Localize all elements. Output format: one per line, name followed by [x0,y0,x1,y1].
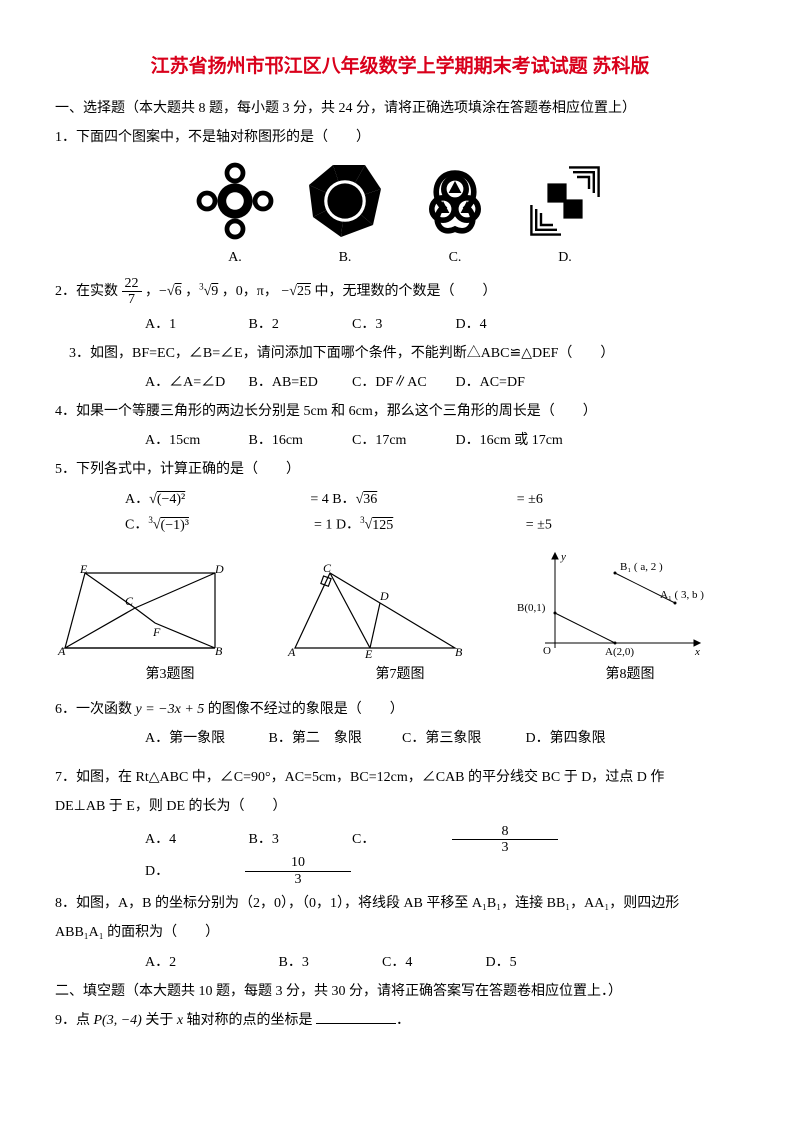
q2-options: A．1 B．2 C．3 D．4 [55,312,745,337]
section-1-header: 一、选择题（本大题共 8 题，每小题 3 分，共 24 分，请将正确选项填涂在答… [55,96,745,121]
q4-stem: 4．如果一个等腰三角形的两边长分别是 5cm 和 6cm，那么这个三角形的周长是… [55,399,745,424]
q2-sqrt6: −√6 [159,284,182,299]
svg-text:C: C [323,563,332,575]
q1-icon-a [195,161,275,241]
q7-line1: 7．如图，在 Rt△ABC 中，∠C=90°，AC=5cm，BC=12cm，∠C… [55,765,745,790]
q4-opt-d: D．16cm 或 17cm [456,428,563,453]
q3-opt-c: C．DF∥AC [352,370,452,395]
q8-opt-c: C．4 [382,950,482,975]
svg-text:x: x [694,646,700,658]
svg-text:E: E [364,647,373,658]
svg-text:B₁ ( a, 2 ): B₁ ( a, 2 ) [620,561,663,573]
q6-options: A．第一象限 B．第二 象限 C．第三象限 D．第四象限 [55,726,745,751]
q7-opt-b: B．3 [249,827,349,852]
q8-opt-d: D．5 [486,950,586,975]
q5-options: A．√(−4)² = 4 B．√36 = ±6 C．3√(−1)³ = 1 D．… [55,487,745,538]
svg-text:E: E [79,563,88,576]
q5-stem: 5．下列各式中，计算正确的是（ ） [55,457,745,482]
q2-stem: 2．在实数 227 ，−√6 ，3√9 ，0，π， −√25 中，无理数的个数是… [55,276,745,308]
q1-label-d: D. [525,245,605,270]
q8-opt-b: B．3 [279,950,379,975]
svg-text:C: C [125,594,134,608]
q3-stem: 3．如图，BF=EC，∠B=∠E，请问添加下面哪个条件，不能判断△ABC≌△DE… [55,341,745,366]
figure-row: E D C F A B 第3题图 C D A E B 第7题图 [55,548,745,687]
fig8-svg: B₁ ( a, 2 ) B(0,1) A₁ ( 3, b ) A(2,0) O … [515,548,705,658]
svg-text:D: D [214,563,224,576]
q5-opt-b: B．√36 = ±6 [332,487,543,512]
q6-opt-a: A．第一象限 [145,726,265,751]
fig7-svg: C D A E B [285,563,465,658]
q9-blank[interactable] [316,1023,396,1024]
svg-text:A: A [287,645,296,658]
svg-text:A(2,0): A(2,0) [605,646,634,658]
q2-frac-icon: 227 [122,276,142,308]
fig7-label: 第7题图 [285,662,515,687]
svg-text:D: D [379,589,389,603]
q8-line1: 8．如图，A，B 的坐标分别为（2，0），（0，1），将线段 AB 平移至 A₁… [55,891,745,916]
q2-sqrt25: −√25 [281,284,311,299]
q2-prefix: 2．在实数 [55,284,122,299]
svg-text:F: F [152,625,161,639]
fig8-label: 第8题图 [515,662,745,687]
svg-text:O: O [543,645,551,657]
q3-opt-d: D．AC=DF [456,370,556,395]
q8-opt-a: A．2 [145,950,275,975]
svg-text:A₁ ( 3, b ): A₁ ( 3, b ) [660,589,704,601]
q1-icon-c [415,161,495,241]
q4-opt-b: B．16cm [249,428,349,453]
q2-suffix: 中，无理数的个数是（ ） [314,284,496,299]
q2-opt-c: C．3 [352,312,452,337]
q1-label-b: B. [305,245,385,270]
q4-options: A．15cm B．16cm C．17cm D．16cm 或 17cm [55,428,745,453]
q7-opt-d: D．103 [145,855,351,887]
q2-opt-b: B．2 [249,312,349,337]
q4-opt-c: C．17cm [352,428,452,453]
q1-icon-b [305,161,385,241]
q7-opt-c: C．83 [352,824,558,856]
q3-opt-b: B．AB=ED [249,370,349,395]
q1-stem: 1．下面四个图案中，不是轴对称图形的是（ ） [55,125,745,150]
q7-line2: DE⊥AB 于 E，则 DE 的长为（ ） [55,794,745,819]
q4-opt-a: A．15cm [145,428,245,453]
q5-opt-c: C．3√(−1)³ = 1 [125,512,332,538]
q1-label-a: A. [195,245,275,270]
q6-opt-b: B．第二 象限 [269,726,399,751]
svg-text:B(0,1): B(0,1) [517,602,546,614]
section-2-header: 二、填空题（本大题共 10 题，每题 3 分，共 30 分，请将正确答案写在答题… [55,979,745,1004]
q3-options: A．∠A=∠D B．AB=ED C．DF∥AC D．AC=DF [55,370,745,395]
q9-stem: 9．点 P(3, −4) 关于 x 轴对称的点的坐标是 ． [55,1008,745,1033]
q7-opt-a: A．4 [145,827,245,852]
q5-opt-d: D．3√125 = ±5 [336,512,552,538]
q8-options: A．2 B．3 C．4 D．5 [55,950,745,975]
q5-opt-a: A．√(−4)² = 4 [125,487,329,512]
q1-icon-d [525,161,605,241]
q1-figures: A. B. C. [55,161,745,270]
q2-opt-a: A．1 [145,312,245,337]
q3-opt-a: A．∠A=∠D [145,370,245,395]
q7-options: A．4 B．3 C．83 D．103 [55,824,745,888]
q2-opt-d: D．4 [456,312,556,337]
q6-stem: 6．一次函数 y = −3x + 5 的图像不经过的象限是（ ） [55,697,745,722]
q1-label-c: C. [415,245,495,270]
q8-line2: ABB₁A₁ 的面积为（ ） [55,920,745,945]
page-title: 江苏省扬州市邗江区八年级数学上学期期末考试试题 苏科版 [55,50,745,84]
q2-cbrt9: 3√9 [199,284,218,299]
svg-text:A: A [57,644,66,658]
fig3-svg: E D C F A B [55,563,225,658]
fig3-label: 第3题图 [55,662,285,687]
q6-opt-d: D．第四象限 [526,726,626,751]
svg-text:B: B [455,645,463,658]
svg-text:y: y [560,551,566,563]
svg-text:B: B [215,644,223,658]
q2-mid: ，0，π， [222,284,278,299]
q6-opt-c: C．第三象限 [402,726,522,751]
